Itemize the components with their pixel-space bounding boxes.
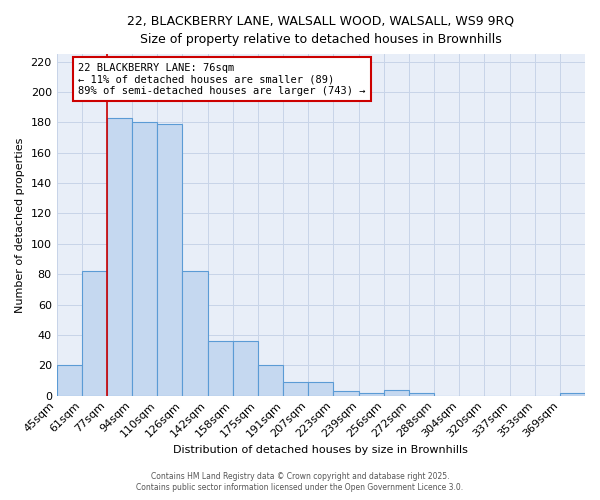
Bar [258,365,283,396]
Bar [157,124,182,396]
Bar [233,341,258,396]
Title: 22, BLACKBERRY LANE, WALSALL WOOD, WALSALL, WS9 9RQ
Size of property relative to: 22, BLACKBERRY LANE, WALSALL WOOD, WALSA… [127,15,514,46]
Bar [409,392,434,396]
Bar [182,271,208,396]
Bar [359,392,384,396]
Bar [56,365,82,396]
Bar [308,382,334,396]
Bar [283,382,308,396]
Text: Contains HM Land Registry data © Crown copyright and database right 2025.
Contai: Contains HM Land Registry data © Crown c… [136,472,464,492]
Bar [208,341,233,396]
Bar [334,391,359,396]
Bar [384,390,409,396]
Bar [82,271,107,396]
X-axis label: Distribution of detached houses by size in Brownhills: Distribution of detached houses by size … [173,445,468,455]
Text: 22 BLACKBERRY LANE: 76sqm
← 11% of detached houses are smaller (89)
89% of semi-: 22 BLACKBERRY LANE: 76sqm ← 11% of detac… [78,62,365,96]
Bar [560,392,585,396]
Bar [132,122,157,396]
Bar [107,118,132,396]
Y-axis label: Number of detached properties: Number of detached properties [15,137,25,312]
